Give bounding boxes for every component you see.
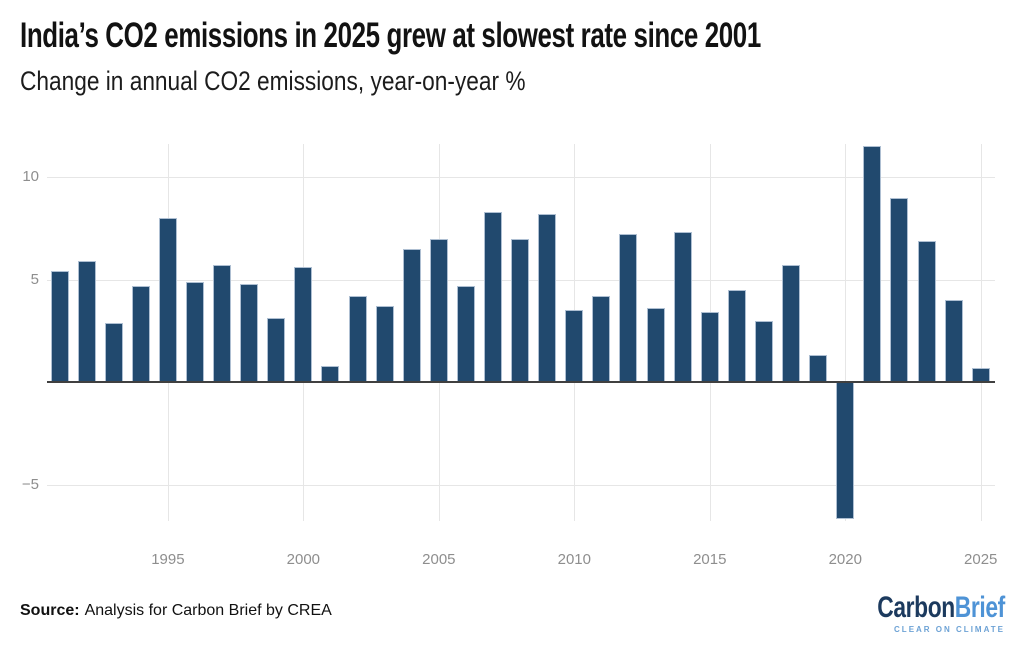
bar-2010	[565, 310, 584, 382]
x-tick-label-2025: 2025	[964, 551, 998, 568]
logo-carbon: Carbon	[877, 591, 955, 624]
zero-axis-line	[47, 381, 995, 383]
logo-tagline: CLEAR ON CLIMATE	[894, 625, 1005, 634]
bar-2024	[944, 300, 963, 382]
bar-1991	[50, 271, 69, 382]
logo-brief: Brief	[954, 591, 1005, 624]
bar-1998	[240, 283, 259, 382]
bar-2016	[727, 289, 746, 382]
y-tick-label-10: 10	[22, 168, 39, 185]
gridline-y-10	[47, 177, 995, 178]
chart-subtitle: Change in annual CO2 emissions, year-on-…	[20, 66, 526, 96]
carbonbrief-logo: CarbonBrief CLEAR ON CLIMATE	[837, 591, 1005, 635]
bar-2008	[511, 238, 530, 382]
bar-2004	[402, 248, 421, 382]
bar-2013	[646, 308, 665, 382]
gridline-x-2025	[980, 144, 982, 521]
bar-2015	[700, 312, 719, 382]
bar-1994	[131, 285, 150, 382]
logo-wordmark: CarbonBrief	[877, 591, 1005, 624]
source-label: Source:	[20, 602, 80, 619]
source-line: Source: Analysis for Carbon Brief by CREA	[20, 602, 332, 620]
x-tick-label-2015: 2015	[693, 551, 727, 568]
x-tick-label-2000: 2000	[286, 551, 321, 568]
y-tick-label--5: −5	[21, 475, 39, 493]
source-text: Analysis for Carbon Brief by CREA	[84, 602, 332, 619]
y-tick-label-5: 5	[30, 270, 39, 288]
x-tick-label-2010: 2010	[557, 551, 591, 568]
bar-1999	[267, 318, 286, 382]
bar-2014	[673, 232, 692, 382]
bar-2011	[592, 295, 611, 382]
bar-2005	[429, 238, 448, 382]
bar-2002	[348, 295, 367, 382]
bar-2007	[484, 211, 503, 382]
x-tick-label-2020: 2020	[828, 551, 862, 568]
bar-2020	[836, 382, 855, 520]
bar-2019	[809, 355, 828, 382]
bar-2006	[456, 285, 475, 382]
bar-1996	[185, 281, 204, 382]
bar-2000	[294, 267, 313, 382]
bar-2001	[321, 365, 340, 382]
bar-2017	[754, 320, 773, 382]
bar-1997	[213, 265, 232, 382]
bar-1995	[158, 218, 177, 382]
bar-1992	[77, 261, 96, 382]
bar-2003	[375, 306, 394, 382]
bar-2023	[917, 240, 936, 382]
bar-2025	[971, 367, 990, 382]
x-tick-label-2005: 2005	[422, 551, 456, 568]
x-tick-label-1995: 1995	[151, 551, 185, 568]
bar-2021	[863, 146, 882, 382]
gridline-y--5	[47, 484, 995, 486]
bar-2018	[782, 265, 801, 382]
gridline-x-2020	[845, 144, 847, 521]
bar-2022	[890, 197, 909, 382]
bar-2012	[619, 234, 638, 382]
chart-title: India’s CO2 emissions in 2025 grew at sl…	[20, 16, 761, 55]
bar-2009	[538, 213, 557, 382]
bar-1993	[104, 322, 123, 382]
